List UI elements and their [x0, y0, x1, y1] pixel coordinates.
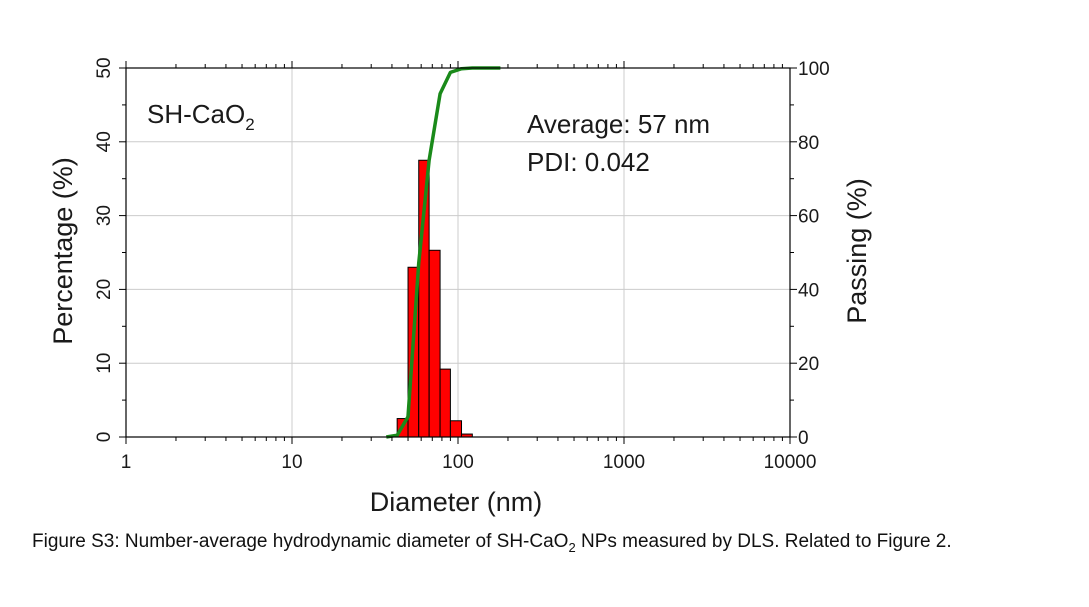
y-left-tick-label: 40 [94, 131, 115, 152]
axis-labels: 1 10 100 1000 10000 0 10 20 30 40 50 0 20 40 60 80 100 [94, 57, 830, 473]
x-tick-label: 1 [121, 452, 132, 473]
x-tick-label: 10000 [764, 452, 817, 473]
y-axis-right-title: Passing (%) [842, 178, 872, 324]
y-right-tick-label: 60 [798, 207, 819, 228]
y-right-tick-label: 100 [798, 59, 830, 80]
histogram-bar [449, 420, 463, 438]
y-right-tick-label: 40 [798, 280, 819, 301]
y-right-tick-label: 0 [798, 428, 809, 449]
y-right-tick-label: 80 [798, 133, 819, 154]
caption-prefix: Figure S3: Number-average hydrodynamic d… [32, 531, 569, 552]
axes [119, 61, 797, 444]
average-annotation: Average: 57 nm [527, 109, 710, 139]
x-tick-label: 100 [442, 452, 474, 473]
grid-lines [126, 68, 790, 437]
y-left-tick-label: 10 [94, 353, 115, 374]
y-axis-left-title: Percentage (%) [48, 157, 78, 345]
y-left-tick-label: 50 [94, 57, 115, 78]
x-tick-label: 1000 [603, 452, 645, 473]
histogram-bar [428, 249, 441, 438]
x-axis-title: Diameter (nm) [370, 487, 543, 517]
y-left-tick-label: 20 [94, 279, 115, 300]
caption-subscript: 2 [568, 539, 576, 555]
histogram-bar [439, 368, 451, 438]
y-right-tick-label: 20 [798, 354, 819, 375]
pdi-annotation: PDI: 0.042 [527, 147, 650, 177]
figure-caption: Figure S3: Number-average hydrodynamic d… [32, 531, 952, 555]
y-left-tick-label: 0 [94, 432, 115, 443]
caption-suffix: NPs measured by DLS. Related to Figure 2… [575, 531, 952, 552]
sample-label: SH-CaO2 [147, 99, 255, 134]
y-left-tick-label: 30 [94, 205, 115, 226]
x-tick-label: 10 [281, 452, 302, 473]
dls-chart: 1 10 100 1000 10000 0 10 20 30 40 50 0 20 40 60 80 100 S… [48, 57, 872, 517]
